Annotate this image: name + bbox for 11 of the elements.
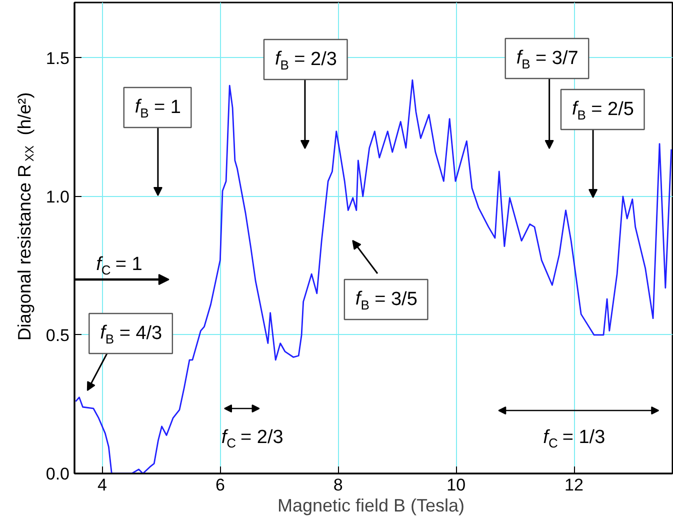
x-tick-label: 4 — [97, 476, 107, 494]
x-axis-title: Magnetic field B (Tesla) — [277, 496, 465, 516]
x-tick-label: 12 — [564, 476, 584, 494]
y-tick-label: 0.0 — [46, 464, 70, 484]
y-tick-label: 1.0 — [46, 187, 70, 206]
y-axis-title: Diagonal resistance RXX (h/e²) — [14, 92, 37, 341]
y-tick-label: 0.5 — [46, 326, 70, 345]
x-tick-label: 6 — [215, 476, 225, 494]
x-tick-label: 10 — [446, 476, 466, 494]
y-tick-label: 1.5 — [46, 48, 70, 68]
x-tick-label: 8 — [333, 476, 343, 494]
